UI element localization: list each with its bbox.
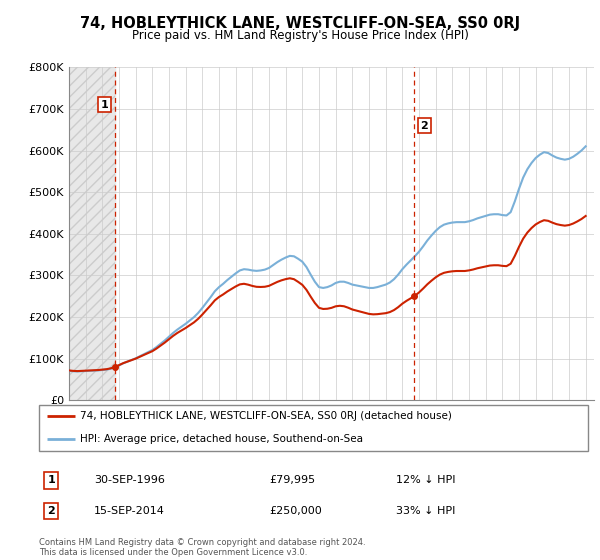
Text: Price paid vs. HM Land Registry's House Price Index (HPI): Price paid vs. HM Land Registry's House … [131,29,469,42]
Text: 2: 2 [420,120,428,130]
Text: £79,995: £79,995 [269,475,316,485]
Text: 15-SEP-2014: 15-SEP-2014 [94,506,165,516]
Text: 2: 2 [47,506,55,516]
Text: 74, HOBLEYTHICK LANE, WESTCLIFF-ON-SEA, SS0 0RJ: 74, HOBLEYTHICK LANE, WESTCLIFF-ON-SEA, … [80,16,520,31]
Text: 12% ↓ HPI: 12% ↓ HPI [396,475,455,485]
Text: 74, HOBLEYTHICK LANE, WESTCLIFF-ON-SEA, SS0 0RJ (detached house): 74, HOBLEYTHICK LANE, WESTCLIFF-ON-SEA, … [80,412,452,421]
Text: HPI: Average price, detached house, Southend-on-Sea: HPI: Average price, detached house, Sout… [80,435,363,444]
Bar [69,67,115,400]
Text: Contains HM Land Registry data © Crown copyright and database right 2024.
This d: Contains HM Land Registry data © Crown c… [39,538,365,557]
Text: 30-SEP-1996: 30-SEP-1996 [94,475,165,485]
Text: 33% ↓ HPI: 33% ↓ HPI [396,506,455,516]
Text: £250,000: £250,000 [269,506,322,516]
Text: 1: 1 [47,475,55,485]
Text: 1: 1 [101,100,109,110]
Bar [69,67,115,400]
